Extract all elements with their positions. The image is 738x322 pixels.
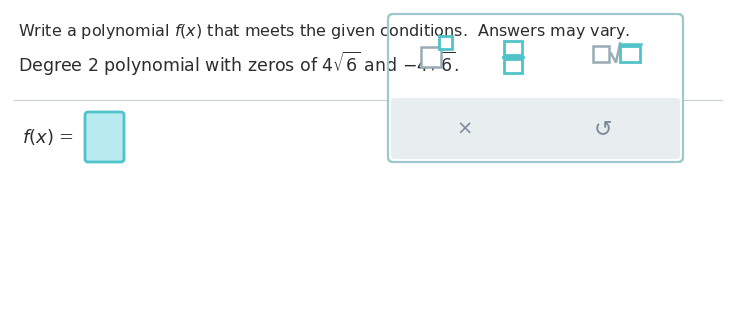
FancyBboxPatch shape bbox=[391, 98, 680, 159]
Text: $f\left(x\right)$ =: $f\left(x\right)$ = bbox=[22, 127, 74, 147]
FancyBboxPatch shape bbox=[439, 35, 452, 49]
FancyBboxPatch shape bbox=[85, 112, 124, 162]
FancyBboxPatch shape bbox=[504, 41, 522, 54]
FancyBboxPatch shape bbox=[593, 45, 609, 62]
FancyBboxPatch shape bbox=[388, 14, 683, 162]
FancyBboxPatch shape bbox=[421, 46, 441, 67]
FancyBboxPatch shape bbox=[620, 45, 640, 62]
Text: ×: × bbox=[457, 120, 473, 139]
Text: Degree 2 polynomial with zeros of $4\sqrt{6}$ and $-4\sqrt{6}$.: Degree 2 polynomial with zeros of $4\sqr… bbox=[18, 50, 459, 78]
Text: ↺: ↺ bbox=[593, 119, 613, 139]
FancyBboxPatch shape bbox=[504, 59, 522, 72]
Text: Write a polynomial $f\left(x\right)$ that meets the given conditions.  Answers m: Write a polynomial $f\left(x\right)$ tha… bbox=[18, 22, 630, 41]
